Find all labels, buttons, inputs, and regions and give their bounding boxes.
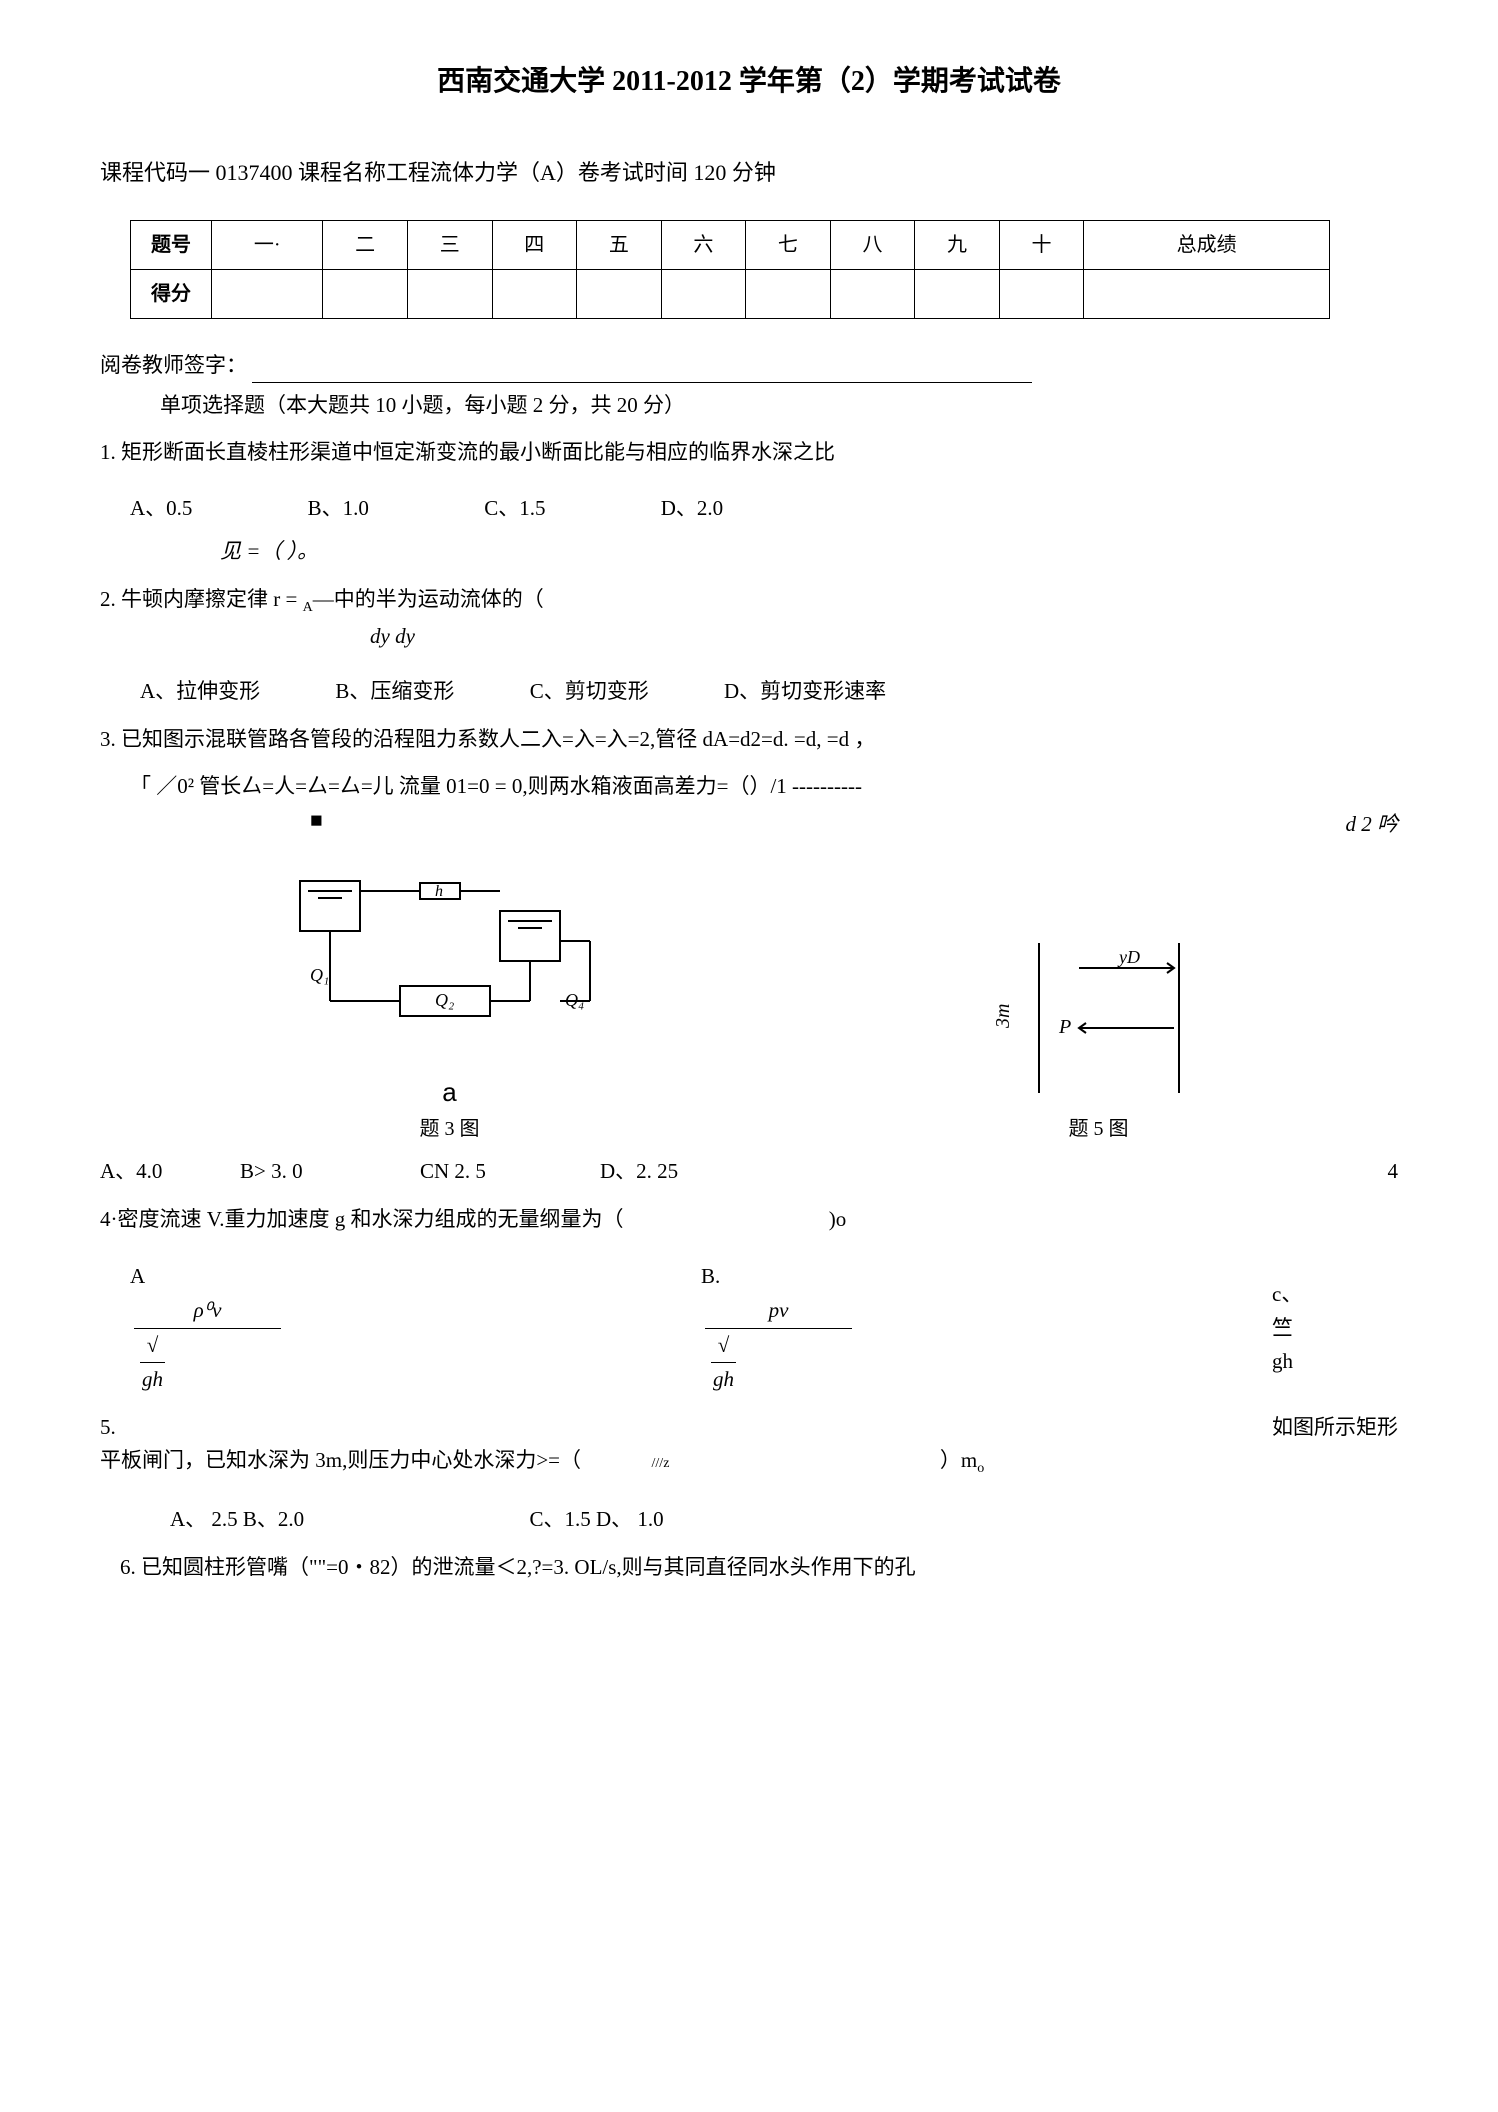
q1-options: A、0.5 B、1.0 C、1.5 D、2.0 [130,492,1398,526]
q4-tail: )o [829,1207,847,1231]
q3-opt-b: B> 3. 0 [240,1155,420,1189]
figure-5: 3m yD P 题 5 图 [979,933,1219,1146]
signature-underline [252,382,1032,383]
exam-title: 西南交通大学 2011-2012 学年第（2）学期考试试卷 [100,60,1398,105]
q3-options-row: A、4.0 B> 3. 0 CN 2. 5 D、2. 25 4 [100,1155,1398,1189]
signer-label: 阅卷教师签字： [100,353,247,377]
q5-opt-cd: C、1.5 D、 1.0 [529,1503,663,1537]
th-7: 七 [746,220,831,269]
fig5-caption: 题 5 图 [979,1113,1219,1145]
q3-opt-c: CN 2. 5 [420,1155,600,1189]
q2-opt-c: C、剪切变形 [530,675,649,709]
fig3-a-label: a [280,1072,620,1114]
th-1: 一· [212,220,323,269]
score-table: 题号 一· 二 三 四 五 六 七 八 九 十 总成绩 得分 [130,220,1330,319]
th-8: 八 [830,220,915,269]
exam-subtitle: 课程代码一 0137400 课程名称工程流体力学（A）卷考试时间 120 分钟 [100,155,1398,190]
th-3: 三 [407,220,492,269]
q2-opt-b: B、压缩变形 [335,675,454,709]
q4-opt-b: B. pv √gh [701,1260,1072,1396]
th-0: 题号 [131,220,212,269]
fig3-q1: Q₁ [310,965,329,985]
th-4: 四 [492,220,577,269]
fig3-h: h [435,883,443,900]
question-6: 6. 已知圆柱形管嘴（""=0・82）的泄流量＜2,?=3. OL/s,则与其同… [120,1551,1398,1585]
signer-line: 阅卷教师签字： [100,349,1398,383]
q4-options: A ρ⁰v √gh B. pv √gh c、竺 gh D、型 gh [130,1260,1398,1396]
question-3: 3. 已知图示混联管路各管段的沿程阻力系数人二入=入=入=2,管径 dA=d2=… [100,723,1398,1189]
question-1: 1. 矩形断面长直棱柱形渠道中恒定渐变流的最小断面比能与相应的临界水深之比 A、… [100,436,1398,569]
q3-text: 3. 已知图示混联管路各管段的沿程阻力系数人二入=入=入=2,管径 dA=d2=… [100,723,1398,757]
th-11: 总成绩 [1084,220,1330,269]
q5-num: 5. [100,1411,160,1445]
th-2: 二 [323,220,408,269]
q1-opt-a: A、0.5 [130,492,192,526]
q1-opt-c: C、1.5 [484,492,545,526]
th-10: 十 [999,220,1084,269]
fig3-q2: Q₂ [435,990,454,1010]
q5-options: A、 2.5 B、2.0 C、1.5 D、 1.0 [170,1503,1398,1537]
q3-opt-d: D、2. 25 [600,1155,940,1189]
figure-3: h Q₁ Q₂ Q₄ a 题 3 图 [280,871,620,1145]
score-header-row: 题号 一· 二 三 四 五 六 七 八 九 十 总成绩 [131,220,1330,269]
q1-opt-b: B、1.0 [308,492,369,526]
question-4: 4·密度流速 V.重力加速度 g 和水深力组成的无量纲量为（ )o A ρ⁰v … [100,1203,1398,1397]
q2-opt-a: A、拉伸变形 [140,675,260,709]
q1-footer: 见 =（ ）。 [220,535,1398,569]
q1-opt-d: D、2.0 [661,492,723,526]
q4-text: 4·密度流速 V.重力加速度 g 和水深力组成的无量纲量为（ [100,1207,623,1231]
score-value-row: 得分 [131,269,1330,318]
fig5-svg: 3m yD P [979,933,1219,1103]
figures-row: h Q₁ Q₂ Q₄ a 题 3 图 3m yD [100,871,1398,1145]
fig5-P: P [1058,1016,1071,1038]
q5-right: 如图所示矩形 [1198,1411,1398,1445]
q1-text: 1. 矩形断面长直棱柱形渠道中恒定渐变流的最小断面比能与相应的临界水深之比 [100,436,1398,470]
th-9: 九 [915,220,1000,269]
q2-options: A、拉伸变形 B、压缩变形 C、剪切变形 D、剪切变形速率 [140,675,1398,709]
fig5-yd: yD [1117,947,1140,967]
q4-opt-a: A ρ⁰v √gh [130,1260,501,1396]
q2-opt-d: D、剪切变形速率 [724,675,886,709]
fig5-3m: 3m [992,1003,1014,1028]
section1-head: 单项选择题（本大题共 10 小题，每小题 2 分，共 20 分） [160,389,1398,423]
row-label: 得分 [131,269,212,318]
q3-line2: 「 ／0² 管长厶=人=厶=厶=儿 流量 01=0 = 0,则两水箱液面高差力=… [130,774,862,798]
th-5: 五 [577,220,662,269]
q2-dy: dy dy [370,620,1398,654]
q3-opt-a: A、4.0 [100,1155,240,1189]
q3-right-4: 4 [940,1155,1398,1189]
q6-text: 6. 已知圆柱形管嘴（""=0・82）的泄流量＜2,?=3. OL/s,则与其同… [120,1555,916,1579]
q4-opt-c: c、竺 gh [1272,1278,1302,1379]
q5-opt-ab: A、 2.5 B、2.0 [170,1503,304,1537]
fig3-caption: 题 3 图 [280,1113,620,1145]
q5-line2a: 平板闸门，已知水深为 3m,则压力中心处水深力>=（ [100,1448,581,1472]
q5-hash: ///z [652,1456,670,1471]
fig3-q4: Q₄ [565,990,584,1010]
question-5: 5. 如图所示矩形 平板闸门，已知水深为 3m,则压力中心处水深力>=（ ///… [100,1411,1398,1537]
th-6: 六 [661,220,746,269]
q2-text: 2. 牛顿内摩擦定律 r = A—中的半为运动流体的（ [100,583,1398,620]
fig3-svg: h Q₁ Q₂ Q₄ [280,871,620,1061]
question-2: 2. 牛顿内摩擦定律 r = A—中的半为运动流体的（ dy dy A、拉伸变形… [100,583,1398,709]
q5-line2b: ）m [940,1448,977,1472]
